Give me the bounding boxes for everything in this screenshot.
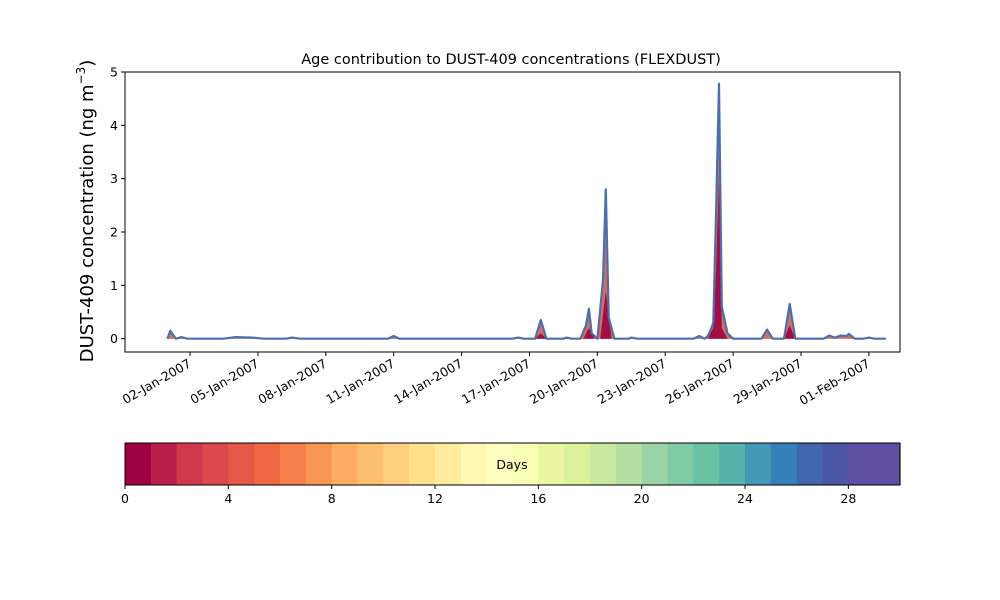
colorbar-tick-label: 12: [427, 491, 443, 506]
y-tick-label: 0: [110, 331, 118, 346]
colorbar-swatch: [719, 443, 746, 485]
colorbar-swatch: [357, 443, 384, 485]
x-tick-label: 20-Jan-2007: [527, 356, 601, 407]
colorbar-swatch: [693, 443, 720, 485]
colorbar-swatch: [280, 443, 307, 485]
colorbar-swatch: [770, 443, 798, 485]
series-mid-age-area: [167, 109, 886, 339]
y-axis-label-close: ): [77, 60, 98, 67]
colorbar-tick-label: 24: [737, 491, 753, 506]
y-axis-label: DUST-409 concentration (ng m−3): [74, 60, 98, 363]
colorbar-swatch: [641, 443, 669, 485]
y-axis-ticks: 0 1 2 3 4 5: [110, 65, 125, 346]
colorbar-swatch: [409, 443, 436, 485]
colorbar-swatch: [435, 443, 462, 485]
colorbar-swatch: [848, 443, 875, 485]
colorbar: [124, 442, 901, 486]
colorbar-swatch: [254, 443, 281, 485]
colorbar-swatch: [331, 443, 359, 485]
colorbar-swatch: [822, 443, 849, 485]
colorbar-swatch: [150, 443, 178, 485]
colorbar-tick-label: 4: [224, 491, 232, 506]
y-axis-label-main: DUST-409 concentration (ng m: [77, 84, 98, 362]
plot-data-layer: [166, 82, 886, 340]
colorbar-swatch: [305, 443, 333, 485]
x-tick-label: 08-Jan-2007: [255, 356, 329, 407]
colorbar-frame: [124, 442, 901, 486]
x-tick-label: 17-Jan-2007: [459, 356, 533, 407]
colorbar-swatch: [745, 443, 772, 485]
colorbar-swatch: [460, 443, 488, 485]
colorbar-swatch: [590, 443, 617, 485]
x-tick-label: 14-Jan-2007: [391, 356, 465, 407]
colorbar-ticks: 0 4 8 12 16 20 24 28: [121, 485, 856, 506]
series-total-area: [167, 83, 886, 339]
colorbar-swatch: [667, 443, 694, 485]
y-tick-label: 3: [110, 171, 118, 186]
chart-title: Age contribution to DUST-409 concentrati…: [301, 52, 721, 68]
series-total-line: [166, 82, 886, 340]
y-axis-label-sup: −3: [74, 67, 88, 85]
colorbar-tick-label: 16: [530, 491, 546, 506]
colorbar-tick-label: 0: [121, 491, 129, 506]
colorbar-tick-label: 8: [328, 491, 336, 506]
x-tick-label: 02-Jan-2007: [120, 356, 194, 407]
colorbar-tick-label: 20: [634, 491, 650, 506]
y-tick-label: 4: [110, 118, 118, 133]
colorbar-swatch: [615, 443, 643, 485]
x-tick-label: 23-Jan-2007: [595, 356, 669, 407]
plot-frame: [124, 71, 901, 353]
colorbar-label: Days: [496, 457, 527, 472]
x-tick-label: 05-Jan-2007: [188, 356, 262, 407]
colorbar-swatch: [125, 443, 152, 485]
x-tick-label: 26-Jan-2007: [663, 356, 737, 407]
colorbar-swatch: [874, 443, 901, 485]
colorbar-swatch: [538, 443, 565, 485]
x-tick-label: 29-Jan-2007: [731, 356, 805, 407]
y-tick-label: 2: [110, 225, 118, 240]
colorbar-swatch: [486, 443, 514, 485]
colorbar-swatch: [202, 443, 229, 485]
series-young-age-area: [535, 176, 796, 339]
x-axis-ticks: 02-Jan-200705-Jan-200708-Jan-200711-Jan-…: [120, 352, 873, 408]
colorbar-swatch: [176, 443, 204, 485]
y-tick-label: 1: [110, 278, 118, 293]
colorbar-swatch: [383, 443, 410, 485]
colorbar-tick-label: 28: [840, 491, 856, 506]
x-tick-label: 11-Jan-2007: [323, 356, 397, 407]
colorbar-swatch: [228, 443, 255, 485]
y-tick-label: 5: [110, 65, 118, 80]
colorbar-swatch: [512, 443, 539, 485]
colorbar-swatch: [564, 443, 591, 485]
colorbar-swatch: [796, 443, 824, 485]
x-tick-label: 01-Feb-2007: [797, 356, 873, 408]
